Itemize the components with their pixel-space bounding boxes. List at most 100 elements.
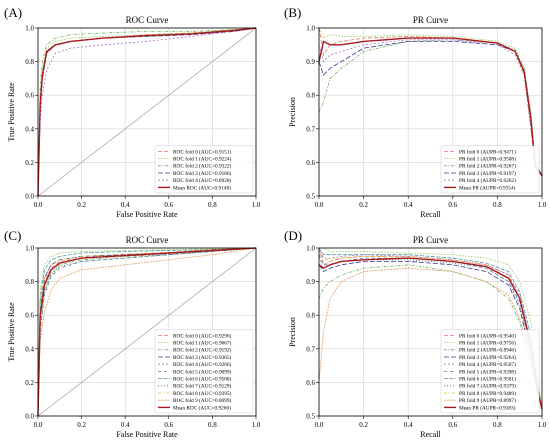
x-tick-label: 0.6 [448, 201, 457, 209]
legend-entry: PR fold 6 (AUPR=0.9581) [459, 376, 516, 383]
legend-entry: PR fold 1 (AUPR=0.9508) [459, 156, 516, 163]
chance-diagonal [37, 27, 257, 197]
chart-title: PR Curve [413, 235, 448, 245]
legend-box [154, 145, 254, 194]
x-tick-label: 0.4 [404, 201, 413, 209]
y-tick-label: 0.4 [25, 345, 34, 353]
y-tick-label: 1.0 [306, 25, 315, 33]
series-line-8 [37, 247, 257, 417]
legend-entry: PR fold 0 (AUPR=0.9540) [459, 332, 516, 339]
legend: PR fold 0 (AUPR=0.9471)PR fold 1 (AUPR=0… [440, 145, 540, 194]
panel-letter: (D) [284, 228, 302, 243]
x-tick-label: 1.0 [252, 421, 261, 429]
legend-box [154, 329, 254, 414]
plot-frame [37, 247, 257, 417]
legend: PR fold 0 (AUPR=0.9540)PR fold 1 (AUPR=0… [440, 329, 540, 414]
x-tick-label: 0.4 [121, 421, 130, 429]
legend-entry: ROC fold 8 (AUC=0.9395) [173, 390, 232, 397]
x-tick-label: 0.6 [448, 421, 457, 429]
x-tick-label: 1.0 [538, 421, 547, 429]
series-line-2 [37, 247, 257, 417]
y-tick-label: 1.0 [25, 25, 34, 33]
series-line-2 [37, 27, 257, 197]
legend-entry: ROC fold 4 (AUC=0.8928) [173, 177, 232, 184]
legend-entry: ROC fold 7 (AUC=0.9129) [173, 383, 232, 390]
legend-entry: ROC fold 9 (AUC=0.8699) [173, 397, 232, 404]
y-tick-label: 0.2 [25, 159, 34, 167]
legend-entry: PR fold 0 (AUPR=0.9471) [459, 148, 516, 155]
x-tick-label: 0.8 [493, 201, 502, 209]
chance-diagonal [37, 247, 257, 417]
x-tick-label: 0.2 [77, 421, 86, 429]
legend-entry: ROC fold 1 (AUC=0.9667) [173, 340, 232, 347]
series-line-6 [37, 247, 257, 417]
series-line-5 [37, 27, 257, 197]
legend: ROC fold 0 (AUC=0.9151)ROC fold 1 (AUC=0… [154, 145, 254, 194]
x-tick-label: 0.0 [315, 421, 324, 429]
legend-entry: PR fold 5 (AUPR=0.9398) [459, 368, 516, 375]
y-tick-label: 0.8 [25, 278, 34, 286]
legend-box [440, 145, 540, 194]
y-tick-label: 0.2 [25, 379, 34, 387]
panel-letter: (B) [284, 5, 301, 20]
legend-entry: ROC fold 0 (AUC=0.9296) [173, 332, 232, 339]
legend-box [440, 329, 540, 414]
x-tick-label: 0.0 [315, 201, 324, 209]
y-tick-label: 1.0 [25, 245, 34, 253]
plot-frame [318, 247, 543, 417]
chart-title: ROC Curve [126, 235, 169, 245]
legend-entry: PR fold 2 (AUPR=0.9267) [459, 163, 516, 170]
legend-entry: PR fold 7 (AUPR=0.9379) [459, 383, 516, 390]
x-tick-label: 0.0 [34, 201, 43, 209]
series-line-6 [318, 247, 543, 410]
legend-entry: PR fold 3 (AUPR=0.9264) [459, 354, 516, 361]
legend-entry: ROC fold 3 (AUC=0.9365) [173, 354, 232, 361]
legend-entry: ROC fold 2 (AUC=0.9322) [173, 163, 232, 170]
x-tick-label: 1.0 [252, 201, 261, 209]
series-line-1 [37, 247, 257, 417]
x-tick-label: 0.8 [493, 421, 502, 429]
legend-entry: PR fold 3 (AUPR=0.9197) [459, 170, 516, 177]
y-tick-label: 0.8 [306, 92, 315, 100]
y-tick-label: 0.0 [25, 193, 34, 201]
panel-b: (B) PR Curve 0.0 0.2 0.4 0.6 0.8 1.0 0.5 0.6 0.7 0.… [284, 5, 547, 219]
y-tick-label: 0.8 [306, 312, 315, 320]
legend-entry: ROC fold 3 (AUC=0.9166) [173, 170, 232, 177]
panel-letter: (A) [4, 5, 22, 20]
legend-entry: PR fold 4 (AUPR=0.9507) [459, 361, 516, 368]
series-line-5 [318, 37, 543, 177]
x-tick-label: 0.6 [164, 201, 173, 209]
legend-entry: PR fold 4 (AUPR=0.9262) [459, 177, 516, 184]
legend-entry: Mean PR (AUPR=0.9354) [459, 184, 516, 191]
y-axis-label: Precision [288, 317, 297, 347]
y-tick-label: 0.6 [306, 159, 315, 167]
y-tick-label: 0.6 [306, 379, 315, 387]
legend-entry: PR fold 1 (AUPR=0.9756) [459, 340, 516, 347]
x-axis-label: Recall [420, 430, 441, 439]
y-tick-label: 0.9 [306, 278, 315, 286]
legend-entry: ROC fold 6 (AUC=0.9568) [173, 376, 232, 383]
series-line-1 [318, 27, 543, 176]
series-line-7 [37, 247, 257, 417]
y-tick-label: 0.8 [25, 58, 34, 66]
x-axis-label: Recall [420, 210, 441, 219]
legend-entry: Mean ROC (AUC=0.9148) [173, 184, 231, 191]
x-tick-label: 0.8 [208, 421, 217, 429]
x-axis-label: False Positive Rate [116, 430, 178, 439]
plot-frame [37, 27, 257, 197]
y-tick-label: 0.0 [25, 413, 34, 421]
legend-entry: Mean PR (AUPR=0.9383) [459, 404, 516, 411]
x-tick-label: 0.0 [34, 421, 43, 429]
legend-entry: ROC fold 0 (AUC=0.9151) [173, 148, 232, 155]
x-tick-label: 0.2 [359, 421, 368, 429]
legend-entry: Mean ROC (AUC=0.9260) [173, 404, 231, 411]
x-axis-label: False Positive Rate [116, 210, 178, 219]
legend-entry: PR fold 2 (AUPR=0.8946) [459, 347, 516, 354]
legend: ROC fold 0 (AUC=0.9296)ROC fold 1 (AUC=0… [154, 329, 254, 414]
x-tick-label: 0.2 [77, 201, 86, 209]
panel-c: (C) ROC Curve 0.0 0.2 0.4 0.6 0.8 1.0 0.0 0.2 0.4 0… [4, 228, 261, 439]
series-line-9 [37, 247, 257, 417]
y-tick-label: 1.0 [306, 245, 315, 253]
x-tick-label: 0.2 [359, 201, 368, 209]
